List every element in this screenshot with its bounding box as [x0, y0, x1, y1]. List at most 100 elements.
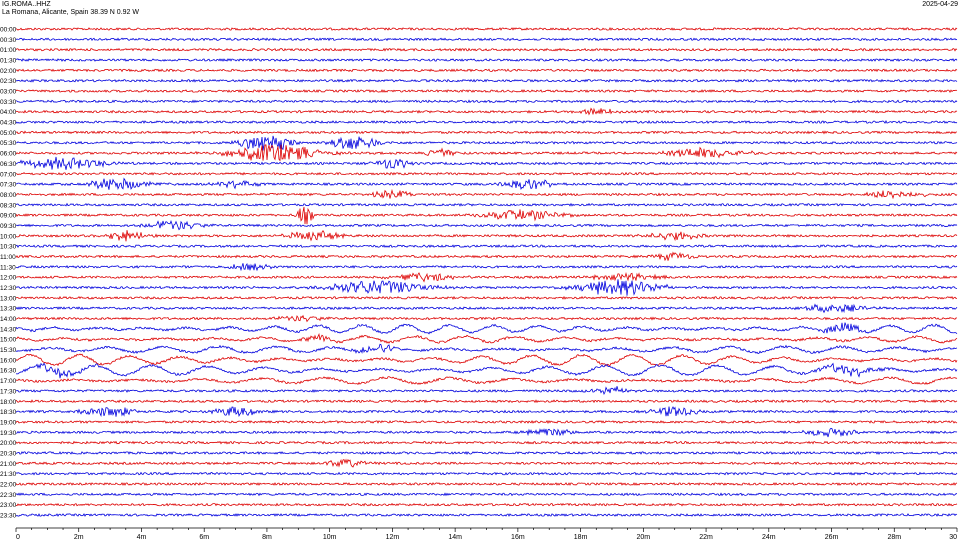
x-tick-label: 12m [386, 534, 400, 540]
row-label: 14:30 [0, 326, 17, 333]
trace-row-2000 [15, 440, 958, 445]
trace-row-0400 [15, 107, 958, 116]
x-tick-label: 18m [574, 534, 588, 540]
row-label: 13:30 [0, 306, 17, 313]
x-tick-label: 20m [637, 534, 651, 540]
trace-row-1230 [16, 279, 958, 296]
trace-row-0200 [15, 68, 958, 73]
trace-row-2100 [15, 458, 958, 468]
row-label: 16:30 [0, 368, 17, 375]
row-label: 07:00 [0, 171, 17, 178]
x-tick-label: 0 [16, 534, 20, 540]
trace-row-0930 [15, 219, 958, 231]
row-label: 11:30 [0, 264, 16, 271]
x-tick-label: 16m [511, 534, 525, 540]
trace-row-0300 [15, 89, 958, 93]
row-label: 21:30 [0, 471, 17, 478]
trace-row-1630 [15, 362, 958, 379]
row-label: 12:00 [0, 275, 17, 282]
trace-row-0600 [15, 144, 958, 162]
trace-row-1200 [15, 271, 958, 283]
row-label: 16:00 [0, 357, 17, 364]
trace-row-2200 [15, 482, 958, 486]
row-label: 17:30 [0, 388, 17, 395]
row-label: 23:30 [0, 513, 17, 520]
row-label: 03:30 [0, 99, 17, 106]
trace-row-1600 [15, 353, 958, 367]
trace-row-0230 [15, 78, 958, 83]
trace-row-1400 [15, 314, 958, 323]
row-label: 22:00 [0, 482, 17, 489]
trace-layer [15, 27, 958, 517]
row-label: 10:00 [0, 233, 17, 240]
row-label: 15:00 [0, 337, 17, 344]
row-label: 23:00 [0, 502, 17, 509]
trace-row-0100 [15, 47, 958, 52]
row-label: 01:00 [0, 47, 17, 54]
row-label: 01:30 [0, 58, 17, 65]
trace-row-1500 [15, 332, 958, 344]
row-label: 15:30 [0, 347, 17, 354]
trace-row-2330 [15, 513, 958, 517]
x-tick-label: 4m [137, 534, 147, 540]
x-tick-label: 6m [199, 534, 209, 540]
row-label: 12:30 [0, 285, 17, 292]
row-label: 19:30 [0, 430, 17, 437]
trace-row-1800 [15, 399, 958, 404]
x-tick-label: 2m [74, 534, 84, 540]
trace-row-0900 [15, 206, 958, 225]
trace-row-1130 [15, 262, 958, 272]
row-label: 21:00 [0, 461, 17, 468]
trace-row-0430 [15, 120, 958, 124]
x-tick-label: 28m [887, 534, 901, 540]
row-label: 02:00 [0, 68, 17, 75]
row-label: 20:00 [0, 440, 17, 447]
row-label: 18:30 [0, 409, 17, 416]
x-tick-label: 8m [262, 534, 272, 540]
trace-row-0700 [15, 171, 958, 176]
trace-row-0730 [15, 177, 958, 190]
row-label: 14:00 [0, 316, 17, 323]
row-label: 13:00 [0, 295, 17, 302]
row-label: 06:00 [0, 151, 17, 158]
trace-row-0800 [15, 188, 958, 200]
trace-row-0330 [15, 99, 958, 104]
trace-row-1700 [15, 376, 958, 385]
time-axis: 0 2m 4m 6m 8m 10m 12m 14m 16m 18m 20m 22m 24m 26m 28m 3… [15, 527, 958, 540]
trace-row-2130 [15, 471, 958, 476]
row-label: 11:00 [0, 254, 16, 261]
row-label: 05:00 [0, 130, 17, 137]
row-label: 06:30 [0, 161, 17, 168]
trace-row-1930 [15, 427, 958, 438]
row-label: 22:30 [0, 492, 17, 499]
row-label: 07:30 [0, 182, 17, 189]
trace-row-1030 [15, 244, 958, 249]
row-label: 05:30 [0, 140, 17, 147]
row-label-layer: 00:00 00:30 01:00 01:30 02:00 02:30 03:00 03:30… [0, 27, 17, 520]
trace-row-0530 [15, 135, 958, 151]
trace-row-0630 [15, 156, 958, 170]
row-label: 02:30 [0, 78, 17, 85]
trace-row-0500 [15, 130, 958, 135]
x-tick-label: 14m [448, 534, 462, 540]
trace-row-1830 [15, 406, 958, 418]
trace-row-1530 [15, 343, 958, 354]
row-label: 03:00 [0, 89, 17, 96]
x-tick-label: 30 [949, 534, 957, 540]
trace-row-1900 [15, 419, 958, 424]
row-label: 20:30 [0, 451, 17, 458]
trace-row-1000 [15, 230, 958, 242]
x-tick-label: 10m [323, 534, 337, 540]
trace-row-2230 [15, 492, 958, 497]
trace-row-0000 [15, 27, 958, 31]
trace-row-0830 [15, 202, 958, 207]
station-code: IG.ROMA..HHZ [2, 1, 51, 8]
row-label: 18:00 [0, 399, 17, 406]
station-location: La Romana, Alicante, Spain 38.39 N 0.92 … [2, 9, 139, 16]
row-label: 19:00 [0, 419, 17, 426]
trace-row-2030 [15, 450, 958, 455]
trace-row-1100 [15, 251, 958, 262]
row-label: 04:00 [0, 109, 17, 116]
trace-row-1300 [15, 295, 958, 300]
